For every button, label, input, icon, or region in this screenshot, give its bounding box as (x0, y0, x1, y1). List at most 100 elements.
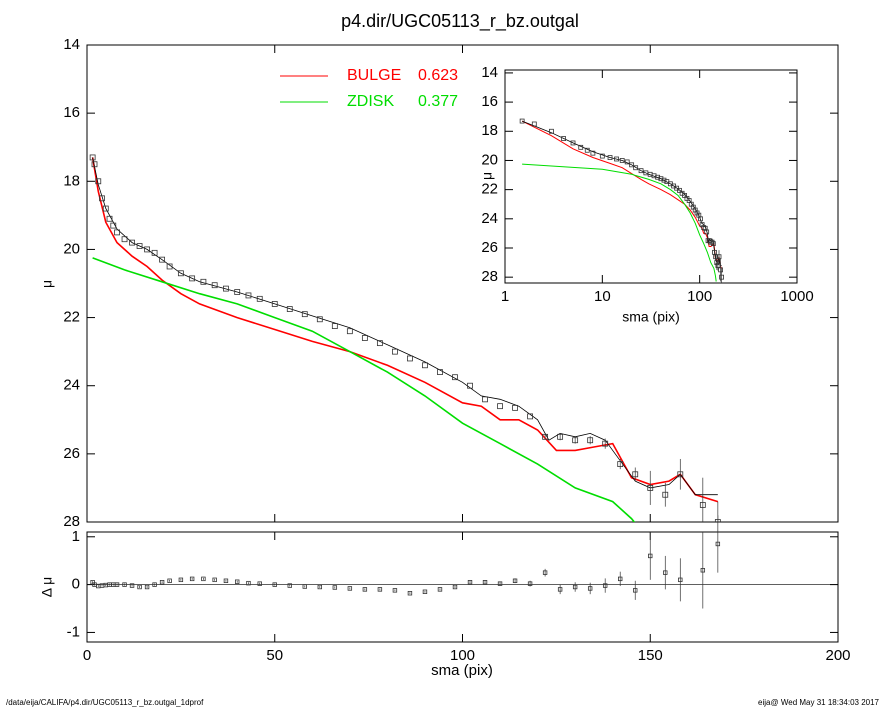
data-point (698, 216, 703, 222)
data-point (651, 173, 657, 179)
data-point (136, 243, 143, 249)
y-tick-label: 28 (63, 513, 80, 530)
x-axis-label: sma (pix) (622, 309, 680, 325)
data-point (557, 433, 564, 440)
data-point (286, 306, 293, 312)
y-axis-label: Δ μ (39, 577, 55, 598)
data-point (617, 461, 624, 467)
data-point (710, 241, 716, 247)
residual-point (663, 570, 668, 575)
data-point (699, 222, 705, 228)
residual-point (159, 580, 165, 585)
x-tick-label: 100 (450, 647, 475, 664)
plot-frame (504, 69, 798, 284)
data-point (624, 159, 630, 165)
data-point (619, 158, 625, 163)
residual-point (272, 582, 277, 587)
data-point (715, 263, 721, 268)
data-point (129, 239, 135, 246)
data-point (189, 275, 196, 282)
data-point (632, 471, 639, 478)
data-point (331, 323, 338, 329)
residual-point (167, 578, 172, 583)
data-point (271, 301, 278, 307)
x-tick-label: 1000 (780, 288, 813, 305)
data-point (497, 403, 503, 410)
footer-right: eija@ Wed May 31 18:34:03 2017 (758, 698, 879, 707)
y-tick-label: 20 (481, 151, 498, 168)
data-point (572, 437, 579, 444)
residual-point (648, 553, 653, 559)
residual-point (557, 587, 563, 592)
residual-point (572, 584, 578, 590)
y-tick-label: 26 (63, 445, 80, 462)
x-tick-label: 100 (687, 288, 712, 305)
residual-point (467, 580, 473, 585)
data-point (211, 282, 218, 289)
data-point (677, 187, 682, 193)
y-tick-label: 0 (72, 576, 80, 593)
residual-point (362, 587, 368, 592)
y-tick-label: 22 (481, 181, 498, 198)
y-tick-label: 18 (63, 172, 80, 189)
data-point (718, 267, 723, 273)
y-axis-label: μ (39, 280, 55, 288)
data-point (361, 335, 368, 341)
x-tick-label: 200 (825, 647, 850, 664)
data-point (407, 355, 413, 362)
residual-point (482, 580, 488, 585)
data-point (166, 263, 173, 270)
data-point (245, 292, 252, 299)
data-point (89, 154, 96, 161)
y-tick-label: 20 (63, 240, 80, 257)
residual-point (152, 582, 157, 587)
legend-fraction: 0.623 (418, 67, 458, 84)
data-point (467, 382, 473, 389)
data-point (531, 121, 537, 127)
data-point (144, 246, 150, 253)
residual-point (392, 588, 398, 593)
data-point (633, 165, 639, 171)
data-point (719, 274, 724, 280)
data-point (223, 285, 229, 292)
data-point (707, 238, 712, 244)
data-point (629, 162, 635, 168)
data-point (561, 136, 567, 141)
data-point (110, 222, 117, 229)
residual-point (189, 576, 195, 582)
residual-point (497, 581, 503, 586)
data-point (527, 413, 533, 420)
data-point (114, 229, 120, 236)
data-point (713, 254, 719, 260)
residual-point (257, 581, 262, 586)
y-tick-label: 26 (481, 239, 498, 256)
data-point (256, 295, 263, 302)
data-point (95, 178, 102, 185)
y-tick-label: 28 (481, 268, 498, 285)
data-point (549, 128, 554, 134)
data-point (519, 118, 525, 124)
data-point (301, 311, 308, 318)
y-tick-label: 24 (481, 210, 498, 227)
residual-point (618, 576, 623, 582)
residual-point (129, 583, 135, 588)
residual-point (287, 583, 292, 588)
residual-point (332, 585, 338, 590)
residual-point (317, 584, 323, 590)
data-point (570, 140, 576, 146)
data-point (599, 153, 605, 159)
y-tick-label: 16 (63, 104, 80, 121)
y-tick-label: 16 (481, 93, 498, 110)
y-tick-label: 14 (63, 36, 80, 53)
residual-point (201, 576, 206, 582)
data-point (662, 491, 669, 498)
profile-line (522, 163, 717, 282)
y-tick-label: 1 (72, 528, 80, 545)
data-point (106, 215, 113, 222)
data-point (452, 374, 458, 381)
residual-point (542, 570, 548, 575)
data-point (422, 362, 428, 369)
x-tick-label: 0 (83, 647, 91, 664)
